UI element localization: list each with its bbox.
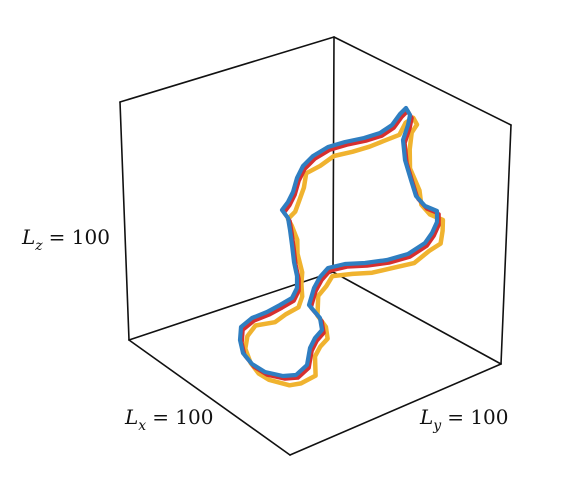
z-axis-label: Lz = 100 (21, 225, 110, 254)
curve-series-3 (237, 105, 440, 379)
curve-series-group (237, 105, 446, 388)
y-axis-label-value: = 100 (447, 405, 508, 429)
left-edge-vertical (119, 101, 130, 341)
z-axis-label-value: = 100 (49, 225, 110, 249)
x-axis-label-value: = 100 (152, 405, 213, 429)
axes-box (119, 36, 512, 456)
curve-series-1 (243, 115, 446, 388)
y-axis-label: Ly = 100 (419, 405, 509, 434)
back-edge-top-left (119, 36, 335, 103)
x-axis-label: Lx = 100 (124, 405, 213, 434)
right-edge-vertical (500, 124, 512, 365)
x-axis-label-subscript: x (138, 418, 146, 434)
y-axis-label-name: L (419, 405, 433, 429)
curve-series-2 (240, 109, 441, 381)
floor-edge-front-x (128, 339, 291, 456)
floor-edge-front-y (289, 363, 502, 456)
x-axis-label-name: L (124, 405, 138, 429)
floor-edge-back-right (332, 271, 502, 365)
z-axis-label-subscript: z (34, 238, 43, 254)
z-axis-label-name: L (21, 225, 35, 249)
y-axis-label-subscript: y (432, 418, 442, 434)
back-edge-top-right (333, 36, 512, 126)
